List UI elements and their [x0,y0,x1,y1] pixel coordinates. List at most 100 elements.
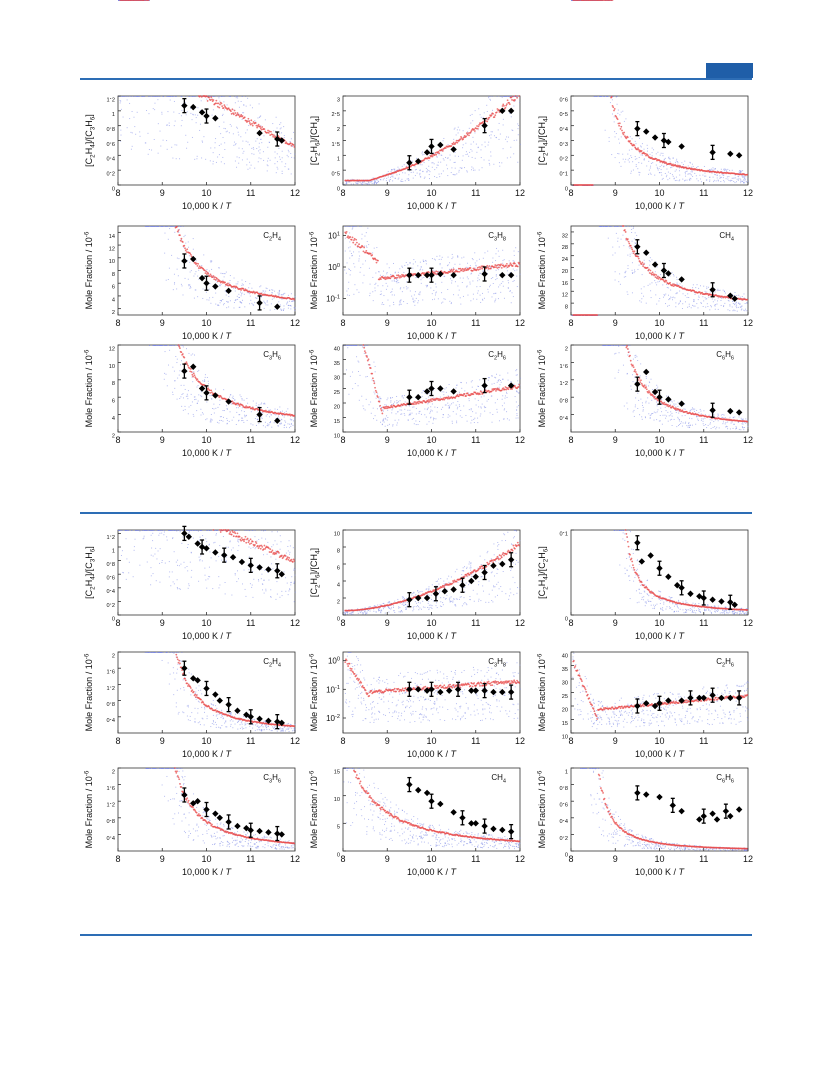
chart-panel: 8 9 10 11 1200.20.40.60.811.2[C2H4]/[C3H6]10… [84,92,300,211]
sim-dot [422,261,424,263]
sim-dot [698,296,700,298]
sim-dot [413,417,415,419]
sim-dot [238,419,240,421]
sim-dot [687,165,689,167]
sim-dot [184,409,186,411]
sim-dot [478,274,480,276]
sim-dot [403,301,405,303]
sim-dot [161,113,163,115]
sim-dot [153,226,155,227]
sim-dot [483,159,485,161]
sim-dot [220,272,222,274]
model-dot [452,143,454,146]
sim-dot [497,250,499,252]
sim-dot [490,151,492,153]
sim-dot [182,294,184,296]
model-dot [665,280,668,282]
sim-dot [286,426,288,428]
sim-dot [136,96,138,97]
model-dot [248,406,251,408]
sim-dot [283,424,285,426]
sim-dot [274,130,276,132]
sim-dot [261,402,263,404]
x-tick-label: 10 [201,435,211,445]
model-dot [746,173,749,176]
sim-dot [397,166,399,168]
sim-dot [173,283,175,285]
sim-dot [259,286,261,288]
sim-dot [287,307,289,309]
sim-dot [171,146,173,148]
sim-dot [211,268,213,270]
sim-dot [178,231,180,233]
sim-dot [648,173,650,175]
sim-dot [142,96,144,97]
sim-dot [414,166,416,168]
sim-dot [237,97,239,99]
model-dot [633,250,636,253]
sim-dot [743,177,745,179]
sim-dot [422,171,424,173]
sim-dot [244,414,246,416]
sim-dot [508,260,510,262]
x-tick-label: 8 [115,188,120,198]
sim-dot [699,174,701,176]
sim-dot [471,419,473,421]
sim-dot [708,296,710,298]
sim-dot [173,111,175,113]
sim-dot [654,280,656,282]
sim-dot [470,122,472,124]
sim-dot [488,118,490,120]
sim-dot [407,419,409,421]
sim-dot [630,170,632,172]
sim-dot [236,411,238,413]
sim-dot [283,137,285,139]
sim-dot [276,161,278,163]
model-dot [248,120,251,123]
model-dot [627,240,630,243]
x-axis-label: 10,000 K / T [635,331,686,341]
sim-dot [433,417,435,419]
sim-dot [226,130,228,132]
sim-dot [346,181,348,183]
sim-dot [344,237,346,239]
sim-dot [696,167,698,169]
sim-dot [502,262,504,264]
model-dot [213,278,216,281]
sim-dot [433,153,435,155]
sim-dot [220,143,222,145]
data-point [212,283,219,290]
model-dot [622,225,625,227]
sim-dot [713,181,715,183]
sim-dot [735,177,737,179]
sim-dot [627,265,629,267]
sim-dot [632,161,634,163]
sim-dot [506,136,508,138]
sim-dot [172,157,174,159]
sim-dot [643,159,645,161]
sim-dot [490,278,492,280]
model-dot [190,371,193,373]
sim-dot [375,183,377,185]
sim-dot [190,112,192,114]
y-tick-label: 4 [112,416,115,422]
sim-dot [506,270,508,272]
sim-dot [631,252,633,254]
data-point [406,159,413,166]
sim-dot [261,295,263,297]
sim-dot [120,96,122,97]
model-dot [181,353,184,355]
model-dot [500,266,503,269]
sim-dot [230,96,232,97]
sim-dot [418,293,420,295]
sim-dot [186,111,188,113]
sim-dot [241,292,243,294]
sim-dot [516,406,518,408]
sim-dot [165,279,167,281]
sim-dot [225,405,227,407]
sim-dot [419,169,421,171]
x-tick-label: 10 [201,188,211,198]
page-tab-marker [706,63,753,78]
sim-dot [632,227,634,229]
sim-dot [454,161,456,163]
